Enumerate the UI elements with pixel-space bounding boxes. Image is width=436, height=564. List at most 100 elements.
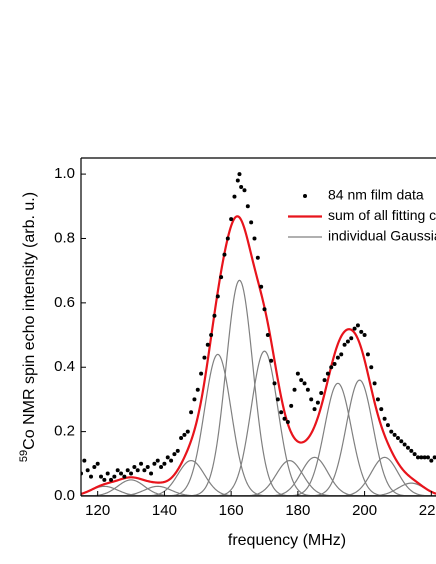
data-point bbox=[85, 468, 90, 473]
gaussian-curve bbox=[81, 279, 436, 496]
data-point bbox=[162, 461, 167, 466]
data-point bbox=[125, 468, 130, 473]
y-axis-label: 59Co NMR spin echo intensity (arb. u.) bbox=[18, 192, 38, 462]
gaussian-curve bbox=[81, 479, 436, 496]
data-point bbox=[259, 284, 264, 289]
data-point bbox=[205, 342, 210, 347]
data-point bbox=[255, 255, 260, 260]
data-point bbox=[122, 474, 127, 479]
data-point bbox=[102, 477, 107, 482]
data-point bbox=[282, 416, 287, 421]
y-tick-label: 0.8 bbox=[54, 229, 75, 246]
data-point bbox=[309, 397, 314, 402]
data-point bbox=[342, 342, 347, 347]
data-point bbox=[279, 410, 284, 415]
gaussian-curve bbox=[81, 382, 436, 496]
data-point bbox=[105, 471, 110, 476]
data-point bbox=[139, 461, 144, 466]
data-point bbox=[335, 355, 340, 360]
data-point bbox=[379, 407, 384, 412]
y-axis-label-main: Co NMR spin echo intensity (arb. u.) bbox=[21, 192, 38, 450]
data-point bbox=[155, 458, 160, 463]
data-point bbox=[372, 381, 377, 386]
data-point bbox=[322, 378, 327, 383]
data-point bbox=[222, 252, 227, 257]
x-axis-label: frequency (MHz) bbox=[228, 532, 346, 549]
data-point bbox=[375, 397, 380, 402]
data-point bbox=[119, 471, 124, 476]
data-point bbox=[352, 326, 357, 331]
x-tick-label: 200 bbox=[352, 502, 377, 519]
y-tick-label: 1.0 bbox=[54, 165, 75, 182]
data-point bbox=[149, 471, 154, 476]
legend-label: sum of all fitting curves bbox=[328, 207, 436, 223]
data-point bbox=[89, 474, 94, 479]
data-point bbox=[239, 184, 244, 189]
data-point bbox=[199, 371, 204, 376]
y-tick-label: 0.0 bbox=[54, 487, 75, 504]
data-point bbox=[252, 236, 257, 241]
gaussian-curve bbox=[81, 350, 436, 496]
legend-label: individual Gaussians bbox=[328, 228, 436, 244]
gaussian-curve bbox=[81, 485, 436, 496]
data-point bbox=[269, 358, 274, 363]
data-point bbox=[209, 333, 214, 338]
data-point bbox=[339, 352, 344, 357]
data-point bbox=[402, 442, 407, 447]
x-tick-label: 220 bbox=[419, 502, 436, 519]
data-point bbox=[202, 355, 207, 360]
data-point bbox=[302, 381, 307, 386]
x-tick-label: 120 bbox=[85, 502, 110, 519]
data-point bbox=[295, 371, 300, 376]
data-point bbox=[95, 461, 100, 466]
data-point bbox=[215, 294, 220, 299]
data-point bbox=[115, 468, 120, 473]
gaussian-curve bbox=[81, 482, 436, 496]
data-point bbox=[409, 448, 414, 453]
data-point bbox=[232, 194, 237, 199]
data-point bbox=[159, 465, 164, 470]
data-point bbox=[395, 436, 400, 441]
legend-marker bbox=[303, 194, 307, 198]
x-tick-label: 160 bbox=[219, 502, 244, 519]
data-point bbox=[237, 172, 242, 177]
data-point bbox=[192, 397, 197, 402]
gaussian-curve bbox=[81, 353, 436, 496]
gaussian-curve bbox=[81, 459, 436, 496]
data-point bbox=[275, 397, 280, 402]
data-point bbox=[312, 407, 317, 412]
data-point bbox=[172, 452, 177, 457]
data-point bbox=[175, 448, 180, 453]
data-point bbox=[285, 419, 290, 424]
data-point bbox=[325, 371, 330, 376]
x-tick-label: 140 bbox=[152, 502, 177, 519]
data-point bbox=[179, 436, 184, 441]
data-point bbox=[305, 387, 310, 392]
data-point bbox=[385, 423, 390, 428]
data-point bbox=[392, 432, 397, 437]
data-point bbox=[142, 468, 147, 473]
data-point bbox=[319, 390, 324, 395]
gaussian-curve bbox=[81, 379, 436, 496]
gaussian-curve bbox=[81, 456, 436, 496]
data-point bbox=[299, 378, 304, 383]
data-point bbox=[272, 381, 277, 386]
y-axis-label-sup: 59 bbox=[18, 450, 30, 462]
data-point bbox=[365, 352, 370, 357]
data-point bbox=[112, 474, 117, 479]
data-point bbox=[405, 445, 410, 450]
data-point bbox=[362, 333, 367, 338]
data-point bbox=[429, 458, 434, 463]
data-point bbox=[132, 465, 137, 470]
data-point bbox=[242, 188, 247, 193]
data-point bbox=[382, 416, 387, 421]
data-point bbox=[99, 474, 104, 479]
data-point bbox=[82, 458, 87, 463]
data-point bbox=[195, 387, 200, 392]
data-point bbox=[359, 329, 364, 334]
data-point bbox=[345, 339, 350, 344]
data-point bbox=[152, 461, 157, 466]
data-point bbox=[219, 275, 224, 280]
